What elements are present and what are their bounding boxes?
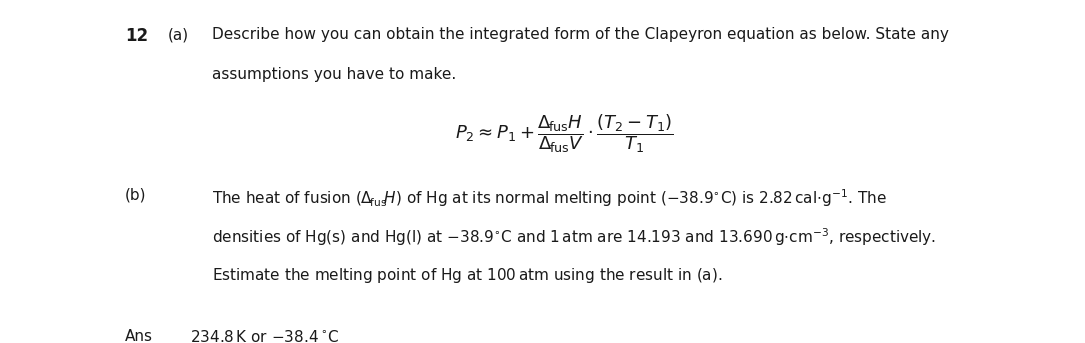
Text: $P_2 \approx P_1 + \dfrac{\Delta_{\!\mathrm{fus}}H}{\Delta_{\!\mathrm{fus}}V} \c: $P_2 \approx P_1 + \dfrac{\Delta_{\!\mat… <box>455 113 674 155</box>
Text: densities of Hg(s) and Hg(l) at $-38.9\,\!^{\circ}\mathrm{C}$ and $1\,\mathrm{at: densities of Hg(s) and Hg(l) at $-38.9\,… <box>212 227 935 248</box>
Text: $234.8\,\mathrm{K}$ or $-38.4\,^{\circ}\mathrm{C}$: $234.8\,\mathrm{K}$ or $-38.4\,^{\circ}\… <box>190 329 340 343</box>
Text: 12: 12 <box>125 27 148 45</box>
Text: Describe how you can obtain the integrated form of the Clapeyron equation as bel: Describe how you can obtain the integrat… <box>212 27 948 43</box>
Text: The heat of fusion ($\Delta_{\!\mathrm{fus}}\!H$) of Hg at its normal melting po: The heat of fusion ($\Delta_{\!\mathrm{f… <box>212 187 886 209</box>
Text: (b): (b) <box>125 187 146 202</box>
Text: (a): (a) <box>168 27 189 43</box>
Text: Ans: Ans <box>125 329 153 343</box>
Text: Estimate the melting point of Hg at $100\,\mathrm{atm}$ using the result in (a).: Estimate the melting point of Hg at $100… <box>212 266 723 285</box>
Text: assumptions you have to make.: assumptions you have to make. <box>212 67 456 82</box>
